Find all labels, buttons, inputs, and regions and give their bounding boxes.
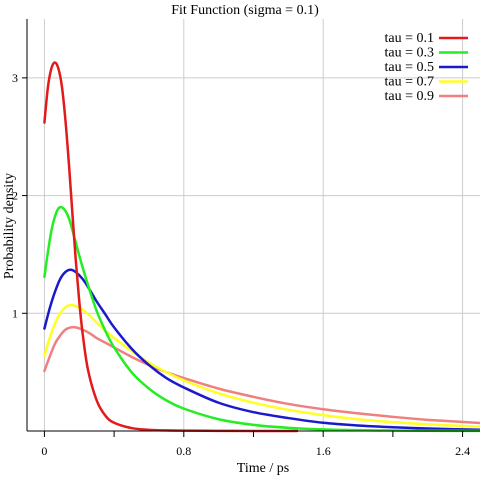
legend-label-3: tau = 0.5 xyxy=(385,60,435,75)
chart-title: Fit Function (sigma = 0.1) xyxy=(171,3,319,18)
legend-label-1: tau = 0.1 xyxy=(385,31,435,46)
x-axis-label: Time / ps xyxy=(237,461,289,476)
x-tick-label: 0 xyxy=(41,444,47,458)
series-line-5 xyxy=(43,325,480,425)
series-line-2 xyxy=(43,205,480,433)
x-tick-label: 0.8 xyxy=(176,444,191,458)
y-tick-label: 1 xyxy=(12,306,18,320)
grid-lines xyxy=(27,19,480,431)
series-line-3 xyxy=(43,268,480,431)
y-tick-label: 2 xyxy=(12,189,18,203)
legend-label-4: tau = 0.7 xyxy=(385,75,435,90)
axes xyxy=(22,19,480,437)
series-line-4 xyxy=(43,303,480,428)
y-axis-label: Probability density xyxy=(2,173,17,279)
legend-label-5: tau = 0.9 xyxy=(385,89,435,104)
tick-labels: 0 0.8 1.6 2.4 1 2 3 xyxy=(12,71,470,458)
y-tick-label: 3 xyxy=(12,71,18,85)
x-tick-label: 2.4 xyxy=(455,444,470,458)
x-tick-label: 1.6 xyxy=(316,444,331,458)
legend-label-2: tau = 0.3 xyxy=(385,46,435,61)
